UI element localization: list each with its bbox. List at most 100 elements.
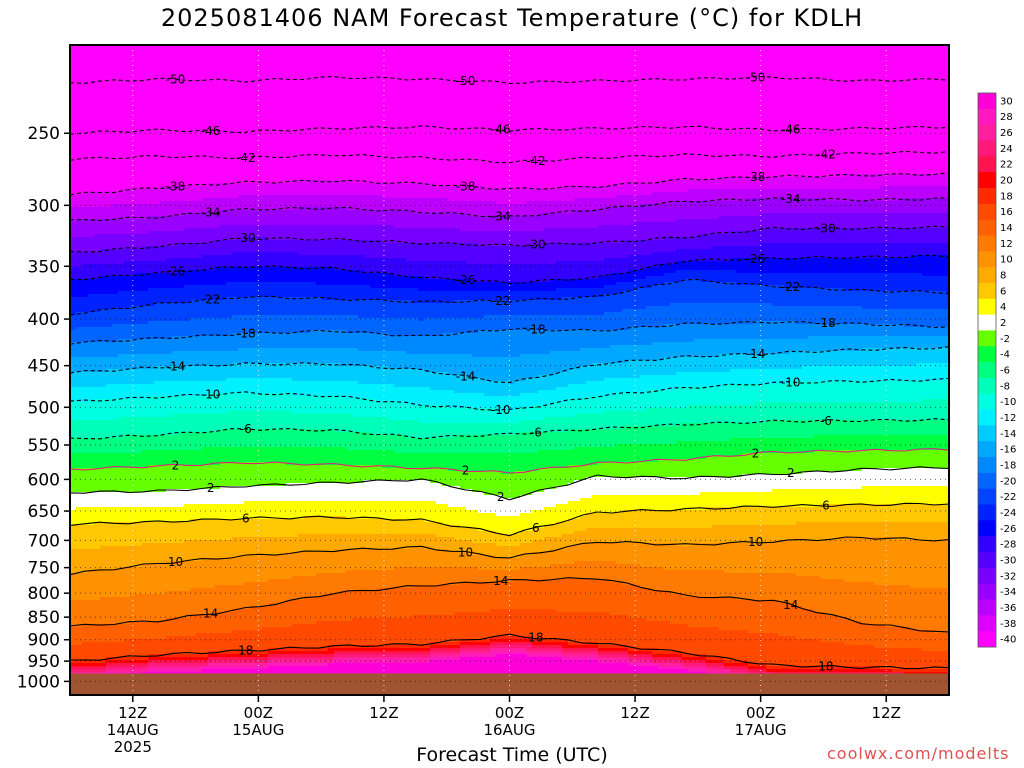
temperature-cell (124, 378, 131, 382)
temperature-cell (88, 300, 95, 304)
temperature-cell (88, 417, 95, 421)
temperature-cell (160, 54, 167, 58)
temperature-cell (100, 186, 107, 190)
temperature-cell (106, 57, 113, 61)
temperature-cell (82, 303, 89, 307)
temperature-cell (160, 96, 167, 100)
temperature-cell (94, 525, 101, 529)
temperature-cell (166, 132, 173, 136)
temperature-cell (94, 288, 101, 292)
temperature-cell (82, 441, 89, 445)
temperature-cell (130, 606, 137, 610)
temperature-cell (100, 282, 107, 286)
temperature-cell (82, 291, 89, 295)
temperature-cell (76, 102, 83, 106)
temperature-cell (76, 225, 83, 229)
temperature-cell (124, 606, 131, 610)
temperature-cell (124, 615, 131, 619)
temperature-cell (160, 477, 167, 481)
temperature-cell (184, 63, 191, 67)
temperature-cell (118, 549, 125, 553)
temperature-cell (82, 375, 89, 379)
temperature-cell (154, 630, 161, 634)
temperature-cell (178, 447, 185, 451)
temperature-cell (178, 492, 185, 496)
temperature-cell (160, 123, 167, 127)
temperature-cell (178, 582, 185, 586)
temperature-cell (106, 51, 113, 55)
temperature-cell (76, 243, 83, 247)
temperature-cell (82, 282, 89, 286)
temperature-cell (112, 354, 119, 358)
temperature-cell (124, 183, 131, 187)
temperature-cell (130, 372, 137, 376)
temperature-cell (106, 240, 113, 244)
temperature-cell (148, 588, 155, 592)
temperature-cell (118, 498, 125, 502)
temperature-cell (160, 48, 167, 52)
temperature-cell (106, 573, 113, 577)
temperature-cell (124, 90, 131, 94)
temperature-cell (154, 594, 161, 598)
temperature-cell (118, 408, 125, 412)
temperature-cell (136, 591, 143, 595)
temperature-cell (148, 204, 155, 208)
temperature-cell (106, 564, 113, 568)
temperature-cell (136, 123, 143, 127)
temperature-cell (82, 186, 89, 190)
temperature-cell (112, 93, 119, 97)
temperature-cell (166, 474, 173, 478)
temperature-cell (136, 147, 143, 151)
temperature-cell (160, 132, 167, 136)
temperature-cell (166, 450, 173, 454)
temperature-cell (82, 258, 89, 262)
temperature-cell (118, 234, 125, 238)
temperature-cell (166, 606, 173, 610)
temperature-cell (166, 60, 173, 64)
temperature-cell (166, 162, 173, 166)
temperature-cell (142, 438, 149, 442)
temperature-cell (184, 66, 191, 70)
temperature-cell (100, 51, 107, 55)
temperature-cell (160, 117, 167, 121)
temperature-cell (136, 318, 143, 322)
temperature-cell (112, 171, 119, 175)
temperature-cell (172, 630, 179, 634)
temperature-cell (148, 582, 155, 586)
temperature-cell (172, 411, 179, 415)
temperature-cell (172, 174, 179, 178)
temperature-cell (100, 402, 107, 406)
temperature-cell (118, 507, 125, 511)
temperature-cell (166, 513, 173, 517)
temperature-cell (118, 333, 125, 337)
temperature-cell (154, 213, 161, 217)
temperature-cell (148, 345, 155, 349)
temperature-cell (82, 60, 89, 64)
temperature-cell (124, 234, 131, 238)
temperature-cell (112, 384, 119, 388)
temperature-cell (172, 105, 179, 109)
temperature-cell (166, 309, 173, 313)
temperature-cell (148, 444, 155, 448)
temperature-cell (148, 300, 155, 304)
temperature-cell (148, 333, 155, 337)
temperature-cell (142, 351, 149, 355)
temperature-cell (160, 255, 167, 259)
temperature-cell (172, 387, 179, 391)
temperature-cell (112, 408, 119, 412)
temperature-cell (100, 492, 107, 496)
temperature-cell (94, 501, 101, 505)
temperature-cell (94, 363, 101, 367)
temperature-cell (178, 333, 185, 337)
temperature-cell (118, 471, 125, 475)
temperature-cell (166, 246, 173, 250)
temperature-cell (160, 234, 167, 238)
temperature-cell (172, 48, 179, 52)
temperature-cell (94, 141, 101, 145)
temperature-cell (118, 66, 125, 70)
temperature-cell (136, 381, 143, 385)
temperature-cell (100, 555, 107, 559)
temperature-cell (148, 531, 155, 535)
temperature-cell (94, 540, 101, 544)
temperature-cell (148, 540, 155, 544)
